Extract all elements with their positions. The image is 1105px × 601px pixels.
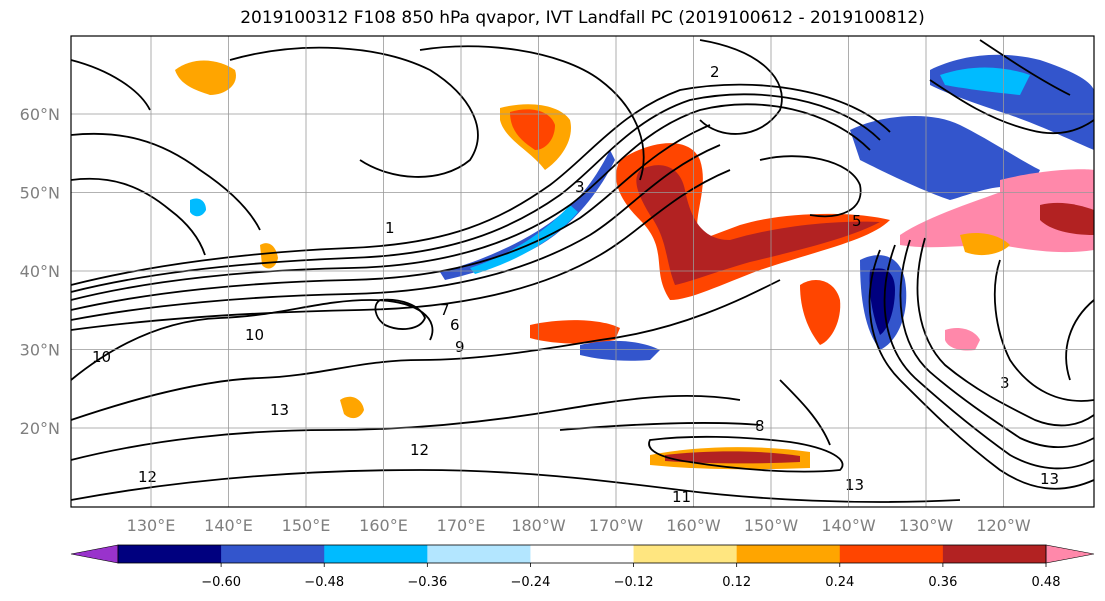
longitude-labels: 130°E 140°E 150°E 160°E 170°E 180°W 170°W 160°W… <box>127 516 1031 535</box>
contour-label: 5 <box>852 212 862 230</box>
colorbar <box>70 544 1095 564</box>
colorbar-segment <box>633 545 738 563</box>
page-title: 2019100312 F108 850 hPa qvapor, IVT Land… <box>240 8 925 28</box>
lat-tick-label: 60°N <box>20 105 60 124</box>
gridlines <box>71 36 1094 507</box>
lon-tick-label: 130°W <box>899 516 954 535</box>
contour-label: 13 <box>270 401 289 419</box>
colorbar-tick-label: −0.48 <box>304 575 344 590</box>
contour-label: 8 <box>755 417 765 435</box>
lon-tick-label: 160°W <box>666 516 721 535</box>
contour-label: 13 <box>1040 470 1059 488</box>
contour-label: 2 <box>710 63 720 81</box>
lon-tick-label: 160°E <box>359 516 408 535</box>
colorbar-tick-label: 0.48 <box>1032 575 1061 590</box>
colorbar-segment <box>324 545 428 563</box>
lon-tick-label: 170°W <box>589 516 644 535</box>
colorbar-tick-label: 0.36 <box>928 575 957 590</box>
latitude-labels: 60°N 50°N 40°N 30°N 20°N <box>20 105 60 438</box>
contour-label: 3 <box>575 178 585 196</box>
lon-tick-label: 180°W <box>511 516 566 535</box>
contour-label: 11 <box>672 488 691 506</box>
lat-tick-label: 30°N <box>20 341 60 360</box>
contour-label: 13 <box>845 476 864 494</box>
negative-anomaly-north <box>850 115 1040 200</box>
colorbar-extend-low <box>70 544 119 564</box>
colorbar-segment <box>839 545 944 563</box>
lon-tick-label: 140°E <box>204 516 253 535</box>
lon-tick-label: 140°W <box>821 516 876 535</box>
contour-label: 3 <box>1000 374 1010 392</box>
lon-tick-label: 170°E <box>437 516 486 535</box>
contour-label: 6 <box>450 316 460 334</box>
contour-labels: 1 2 3 5 6 7 8 9 10 11 12 13 13 13 12 3 1… <box>92 63 1059 506</box>
colorbar-extend-high <box>1045 544 1095 564</box>
colorbar-outline <box>117 544 1047 564</box>
shading-layer <box>175 54 1094 470</box>
contour-label: 7 <box>440 301 450 319</box>
lon-tick-label: 150°W <box>744 516 799 535</box>
colorbar-segment <box>530 545 635 563</box>
colorbar-tick-label: 0.24 <box>825 575 854 590</box>
lat-tick-label: 20°N <box>20 419 60 438</box>
colorbar-tick-label: −0.24 <box>511 575 551 590</box>
colorbar-segment <box>942 545 1047 563</box>
contour-label: 10 <box>92 348 111 366</box>
lon-tick-label: 120°W <box>976 516 1031 535</box>
lat-tick-label: 50°N <box>20 184 60 203</box>
contour-label: 1 <box>385 219 395 237</box>
contour-label: 12 <box>138 468 157 486</box>
map-frame <box>70 35 1095 508</box>
colorbar-segment <box>427 545 531 563</box>
map-background <box>71 36 1094 507</box>
contour-label: 12 <box>410 441 429 459</box>
colorbar-tick-label: −0.12 <box>614 575 654 590</box>
colorbar-segment <box>118 545 222 563</box>
colorbar-labels: −0.60 −0.48 −0.36 −0.24 −0.12 0.12 0.24 0.36 0.4… <box>201 563 1061 590</box>
colorbar-segment <box>221 545 325 563</box>
colorbar-tick-label: 0.12 <box>722 575 751 590</box>
contour-label: 9 <box>455 338 465 356</box>
lat-tick-label: 40°N <box>20 262 60 281</box>
lon-tick-label: 150°E <box>282 516 331 535</box>
colorbar-segment <box>736 545 841 563</box>
contour-label: 10 <box>245 326 264 344</box>
colorbar-tick-label: −0.60 <box>201 575 241 590</box>
lon-tick-label: 130°E <box>127 516 176 535</box>
colorbar-tick-label: −0.36 <box>407 575 447 590</box>
contour-layer <box>70 39 1095 503</box>
